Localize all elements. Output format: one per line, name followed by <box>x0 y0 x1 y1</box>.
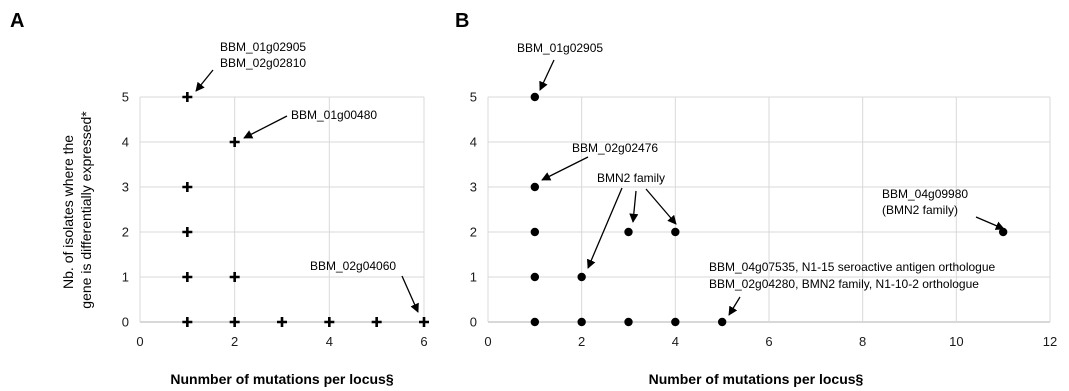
panel-b-x-tick-label: 4 <box>672 334 679 349</box>
panel-a-y-tick-label: 4 <box>122 135 129 150</box>
panel-a-grid <box>139 96 425 323</box>
panel-b-x-tick-label: 0 <box>484 334 491 349</box>
panel-a-annotations: BBM_01g02905 BBM_02g02810 BBM_01g00480 B… <box>195 40 419 313</box>
panel-b-data-point <box>717 317 727 327</box>
panel-a-x-tick-label: 6 <box>420 334 427 349</box>
panel-a-data-point <box>229 272 240 282</box>
panel-b-annotations: BBM_01g02905 BBM_02g02476 BMN2 family BB… <box>517 41 1005 316</box>
panel-a-x-tick-label: 0 <box>136 334 143 349</box>
panel-b-x-tick-label: 6 <box>765 334 772 349</box>
panel-b-y-tick-label: 4 <box>470 135 477 150</box>
panel-b-annotation-3-arrow-1 <box>587 187 623 269</box>
panel-b-y-tick-label: 5 <box>470 90 477 105</box>
panel-a-annotation-2-line-1: BBM_01g00480 <box>291 108 377 122</box>
panel-a-data-point <box>229 317 240 327</box>
panel-a-y-tick-label: 1 <box>122 270 129 285</box>
panel-b-data-point <box>530 317 540 327</box>
panel-b-data-point <box>624 317 633 327</box>
panel-a-x-tick-label: 4 <box>326 334 333 349</box>
panel-b-annotation-2-arrow <box>541 156 589 181</box>
panel-a-data-point <box>419 317 429 327</box>
panel-b-data-point <box>671 317 680 327</box>
panel-b-x-tick-label: 10 <box>949 334 963 349</box>
panel-a-data-point <box>182 227 193 237</box>
panel-a-y-tick-label: 5 <box>122 90 129 105</box>
panel-b-annotation-1-line-1: BBM_01g02905 <box>517 41 603 55</box>
panel-b-annotation-4-line-2: (BMN2 family) <box>882 203 958 217</box>
panel-a-points <box>182 92 429 327</box>
panel-a-x-tick-label: 2 <box>231 334 238 349</box>
panel-a-y-tick-label: 2 <box>122 225 129 240</box>
panel-b-data-point <box>624 227 633 237</box>
panel-a-annotation-1-line-1: BBM_01g02905 <box>220 40 306 54</box>
panel-b-annotation-5-line-1: BBM_04g07535, N1-15 seroactive antigen o… <box>709 260 996 274</box>
panel-a-y-tick-label: 3 <box>122 180 129 195</box>
panel-b-x-tick-label: 12 <box>1043 334 1057 349</box>
panel-b-annotation-2-line-1: BBM_02g02476 <box>572 141 658 155</box>
panel-a-data-point <box>182 92 193 102</box>
panel-a: A Nb. of isolates where the gene is diff… <box>10 10 429 387</box>
panel-a-annotation-1-arrow <box>195 69 214 92</box>
panel-b-annotation-4-line-1: BBM_04g09980 <box>882 187 968 201</box>
panel-b-y-tick-label: 0 <box>470 315 477 330</box>
panel-b-data-point <box>530 182 540 192</box>
panel-b-data-point <box>530 227 540 237</box>
panel-b-data-point <box>671 227 680 237</box>
panel-a-x-axis-title: Nunmber of mutations per locus§ <box>170 371 393 387</box>
panel-a-annotation-2-arrow <box>243 115 288 139</box>
panel-b-annotation-4-arrow <box>975 216 1005 230</box>
panel-a-letter: A <box>10 10 24 32</box>
panel-b-data-point <box>577 272 586 282</box>
panel-a-data-point <box>182 272 193 282</box>
panel-a-y-axis-title-line-2: gene is differentially expressed* <box>78 111 94 309</box>
panel-a-annotation-3-arrow <box>401 275 419 313</box>
panel-b-annotation-3-arrow-3 <box>645 188 677 225</box>
panel-b-data-point <box>998 227 1008 237</box>
panel-b-letter: B <box>455 10 469 32</box>
panel-a-annotation-3-line-1: BBM_02g04060 <box>310 259 396 273</box>
panel-b-annotation-1-arrow <box>539 59 555 91</box>
panel-b-x-tick-label: 8 <box>859 334 866 349</box>
panel-b-data-point <box>530 272 540 282</box>
panel-b-data-point <box>577 317 586 327</box>
panel-a-y-tick-label: 0 <box>122 315 129 330</box>
panel-b-annotation-3-arrow-2 <box>629 190 639 223</box>
panel-a-data-point <box>229 137 240 147</box>
panel-a-annotation-1-line-2: BBM_02g02810 <box>220 56 306 70</box>
panel-a-data-point <box>277 317 287 327</box>
panel-b-annotation-5-arrow <box>728 296 741 316</box>
panel-b-points <box>530 92 1008 327</box>
panel-a-y-axis-title: Nb. of isolates where the gene is differ… <box>60 111 94 309</box>
panel-a-data-point <box>182 317 193 327</box>
panel-b-y-tick-label: 3 <box>470 180 477 195</box>
panel-b-y-tick-label: 1 <box>470 270 477 285</box>
panel-b-data-point <box>530 92 540 102</box>
panel-a-y-axis-title-line-1: Nb. of isolates where the <box>60 135 76 289</box>
panel-b-x-axis-title: Number of mutations per locus§ <box>649 371 864 387</box>
panel-b-annotation-5-line-2: BBM_02g04280, BMN2 family, N1-10-2 ortho… <box>709 277 979 291</box>
panel-a-data-point <box>324 317 335 327</box>
panel-b-x-tick-label: 2 <box>578 334 585 349</box>
panel-a-data-point <box>182 182 193 192</box>
panel-a-data-point <box>371 317 382 327</box>
panel-a-ticks: 0 1 2 3 4 5 0 2 4 6 <box>122 90 428 350</box>
panel-b-y-tick-label: 2 <box>470 225 477 240</box>
panel-b-annotation-3-line-1: BMN2 family <box>597 171 665 185</box>
